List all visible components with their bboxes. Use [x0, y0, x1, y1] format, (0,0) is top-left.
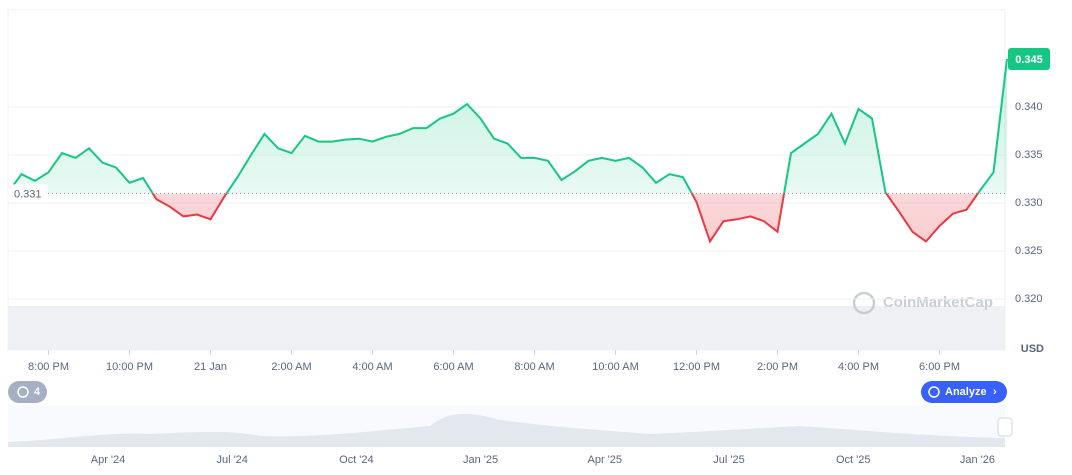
navigator-label: Apr '25: [588, 454, 623, 466]
navigator-label: Jul '24: [216, 454, 247, 466]
navigator-label: Oct '25: [836, 454, 871, 466]
baseline-label: 0.331: [14, 188, 42, 200]
x-tick-label: 10:00 PM: [106, 361, 153, 373]
x-tick-label: 4:00 AM: [352, 361, 392, 373]
unit-label: USD: [1021, 343, 1044, 355]
navigator-label: Oct '24: [339, 454, 374, 466]
navigator-area: [8, 413, 1005, 447]
navigator-handle[interactable]: [997, 417, 1013, 437]
analyze-label: Analyze: [945, 386, 987, 398]
x-tick-label: 10:00 AM: [592, 361, 638, 373]
y-tick-label: 0.325: [1015, 245, 1043, 257]
x-tick-label: 4:00 PM: [838, 361, 879, 373]
navigator-label: Jan '25: [463, 454, 498, 466]
x-tick-label: 8:00 PM: [28, 361, 69, 373]
watermark-logo: [852, 291, 876, 315]
x-tick-label: 6:00 AM: [433, 361, 473, 373]
y-tick-label: 0.335: [1015, 149, 1043, 161]
analyze-arrow: ›: [993, 386, 997, 398]
navigator-label: Jul '25: [713, 454, 744, 466]
area-up: [8, 59, 1007, 194]
x-tick-label: 2:00 PM: [757, 361, 798, 373]
history-count: 4: [34, 386, 41, 398]
x-tick-label: 8:00 AM: [514, 361, 554, 373]
history-icon: [17, 386, 29, 398]
x-tick-label: 6:00 PM: [919, 361, 960, 373]
watermark: CoinMarketCap: [883, 294, 993, 311]
navigator-label: Apr '24: [91, 454, 126, 466]
navigator-label: Jan '26: [960, 454, 995, 466]
baseline-badge: [8, 184, 48, 203]
y-tick-label: 0.340: [1015, 101, 1043, 113]
current-price-label: 0.345: [1015, 54, 1043, 66]
x-tick-label: 2:00 AM: [271, 361, 311, 373]
x-tick-label: 12:00 PM: [673, 361, 720, 373]
area-down: [8, 193, 1007, 242]
current-price-badge: [1008, 48, 1050, 70]
y-tick-label: 0.330: [1015, 197, 1043, 209]
price-line: [151, 193, 980, 244]
price-line: [8, 58, 1008, 194]
analyze-icon: [928, 386, 940, 398]
x-tick-label: 21 Jan: [194, 361, 227, 373]
y-tick-label: 0.320: [1015, 293, 1043, 305]
analyze-button[interactable]: [921, 381, 1007, 403]
volume-strip: [8, 306, 1005, 350]
